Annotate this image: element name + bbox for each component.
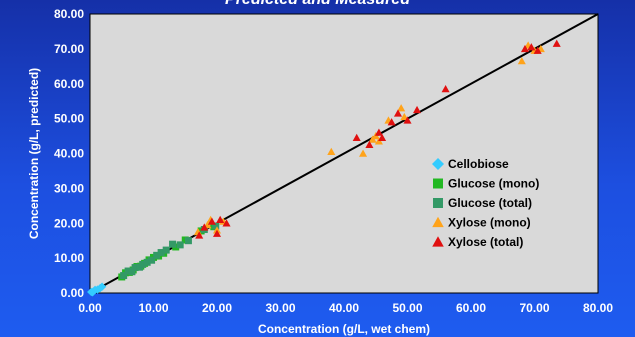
x-tick-label: 20.00: [202, 301, 232, 315]
y-tick-label: 30.00: [54, 181, 84, 195]
xylose-total-point: [393, 109, 402, 117]
xylose-total-point: [374, 128, 383, 136]
legend-marker-xylose-mono: [432, 216, 444, 228]
y-tick-label: 40.00: [54, 147, 84, 161]
xylose-total-point: [552, 39, 561, 47]
xylose-mono-point: [327, 147, 336, 155]
xylose-total-point: [533, 46, 542, 54]
legend-marker-cellobiose: [432, 158, 444, 170]
glucose-total-point: [169, 240, 177, 248]
y-tick-label: 10.00: [54, 251, 84, 265]
y-tick-label: 60.00: [54, 77, 84, 91]
xylose-total-point: [212, 229, 222, 237]
legend-label-glucose-total: Glucose (total): [448, 196, 532, 210]
xylose-total-point: [378, 133, 387, 142]
xylose-total-point: [527, 43, 536, 51]
x-tick-label: 0.00: [78, 301, 102, 315]
glucose-total-point: [128, 268, 136, 276]
xylose-total-point: [403, 116, 412, 124]
y-tick-label: 20.00: [54, 216, 84, 230]
legend: Cellobiose Glucose (mono) Glucose (total) X…: [432, 157, 539, 249]
x-tick-label: 30.00: [265, 301, 295, 315]
xylose-total-point: [352, 133, 361, 142]
cellobiose-point: [88, 288, 97, 297]
legend-label-xylose-total: Xylose (total): [448, 235, 523, 249]
xylose-total-point: [222, 219, 231, 227]
legend-label-glucose-mono: Glucose (mono): [448, 177, 539, 191]
glucose-total-point: [124, 267, 132, 275]
legend-label-cellobiose: Cellobiose: [448, 157, 509, 171]
x-tick-label: 50.00: [392, 301, 422, 315]
xylose-mono-point: [397, 104, 406, 112]
glucose-total-point: [139, 260, 147, 268]
cellobiose-point: [97, 282, 107, 291]
xylose-mono-point: [359, 149, 368, 157]
x-tick-label: 10.00: [138, 301, 168, 315]
xylose-total-point: [200, 223, 209, 231]
legend-marker-glucose-mono: [433, 178, 443, 189]
y-tick-label: 0.00: [61, 286, 85, 300]
chart-title: Predicted and Measured: [0, 0, 635, 9]
y-tick-label: 70.00: [54, 42, 84, 56]
y-tick-label: 50.00: [54, 112, 84, 126]
glucose-total-point: [184, 237, 192, 245]
xylose-total-point: [365, 140, 374, 149]
y-tick-label: 80.00: [54, 7, 84, 21]
glucose-total-point: [153, 251, 161, 259]
glucose-total-point: [120, 272, 128, 280]
xylose-total-point: [195, 231, 204, 239]
x-tick-label: 40.00: [329, 301, 359, 315]
xylose-total-point: [441, 84, 450, 93]
x-tick-label: 60.00: [456, 301, 486, 315]
legend-marker-glucose-total: [433, 198, 443, 208]
glucose-total-point: [148, 256, 156, 264]
xylose-mono-point: [517, 57, 526, 65]
glucose-total-point: [131, 264, 139, 272]
x-axis-label: Concentration (g/L, wet chem): [258, 322, 430, 336]
xylose-total-point: [520, 44, 529, 53]
legend-label-xylose-mono: Xylose (mono): [448, 216, 531, 230]
x-tick-label: 80.00: [583, 301, 613, 315]
glucose-total-point: [176, 241, 184, 249]
glucose-total-point: [212, 222, 220, 230]
legend-marker-xylose-total: [432, 236, 444, 247]
y-axis-label: Concentration (g/L, predicted): [27, 68, 41, 239]
glucose-total-point: [162, 246, 170, 254]
xylose-mono-point: [400, 112, 409, 121]
xylose-total-point: [413, 105, 422, 114]
xylose-total-point: [207, 217, 216, 225]
glucose-total-point: [157, 249, 165, 257]
xylose-total-point: [216, 215, 225, 223]
x-tick-label: 70.00: [519, 301, 549, 315]
xylose-total-point: [387, 118, 396, 126]
glucose-total-point: [143, 258, 151, 266]
